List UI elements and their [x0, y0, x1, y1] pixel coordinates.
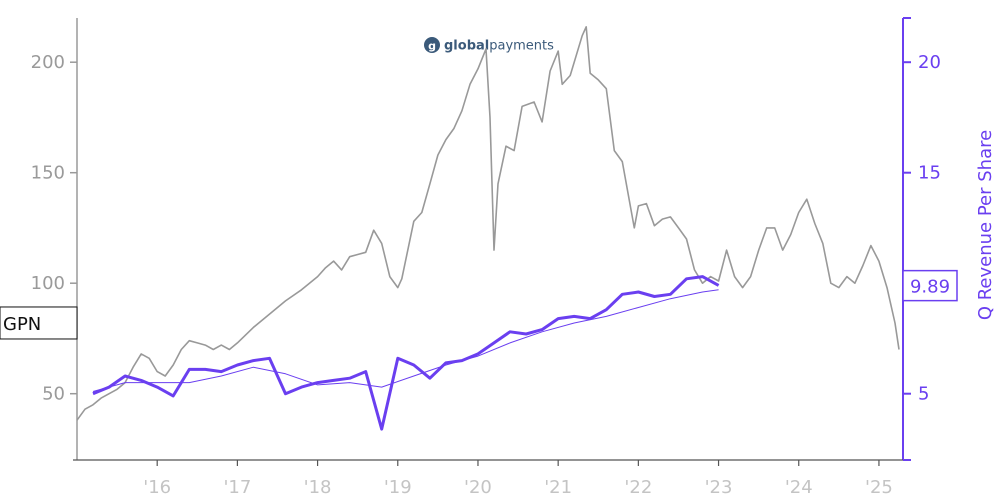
left-y-axis: 50 100 150 200 — [31, 18, 78, 460]
quarterly-revenue-series-line — [92, 275, 720, 431]
x-tick-label: '23 — [705, 477, 733, 498]
x-tick-label: '22 — [624, 477, 652, 498]
ticker-label-box — [0, 306, 78, 340]
x-axis: '16 '17 '18 '19 '20 '21 '22 '23 '24 '25 — [73, 459, 903, 498]
last-value-label: 9.89 — [910, 277, 950, 298]
logo-word-payments: payments — [489, 39, 554, 54]
right-axis-title: Q Revenue Per Share — [975, 130, 996, 320]
x-tick-label: '17 — [223, 477, 251, 498]
x-tick-label: '19 — [384, 477, 412, 498]
last-value-box — [902, 269, 958, 302]
logo-wordmark: globalpayments — [444, 39, 554, 54]
x-tick-label: '24 — [785, 477, 813, 498]
right-y-axis: 5 15 20 Q Revenue Per Share — [902, 17, 996, 461]
x-tick-label: '18 — [304, 477, 332, 498]
logo-mark-glyph: g — [428, 40, 436, 53]
series-layer — [76, 26, 900, 431]
ticker-label: GPN — [3, 314, 41, 335]
x-tick-label: '20 — [464, 477, 492, 498]
globalpayments-logo: g globalpayments — [424, 37, 554, 54]
left-tick-label: 200 — [31, 52, 65, 73]
left-tick-label: 150 — [31, 163, 65, 184]
x-tick-label: '21 — [544, 477, 572, 498]
left-tick-label: 50 — [42, 384, 65, 405]
right-tick-label: 15 — [918, 163, 941, 184]
revenue-trend-series-line — [92, 289, 719, 392]
right-tick-label: 5 — [918, 384, 929, 405]
right-tick-label: 20 — [918, 52, 941, 73]
x-tick-label: '25 — [865, 477, 893, 498]
logo-word-global: global — [444, 39, 489, 54]
left-tick-label: 100 — [31, 273, 65, 294]
x-tick-label: '16 — [143, 477, 171, 498]
price-series-line — [76, 26, 900, 421]
logo-mark — [424, 37, 440, 53]
labels-layer: GPN 9.89 — [0, 269, 958, 340]
